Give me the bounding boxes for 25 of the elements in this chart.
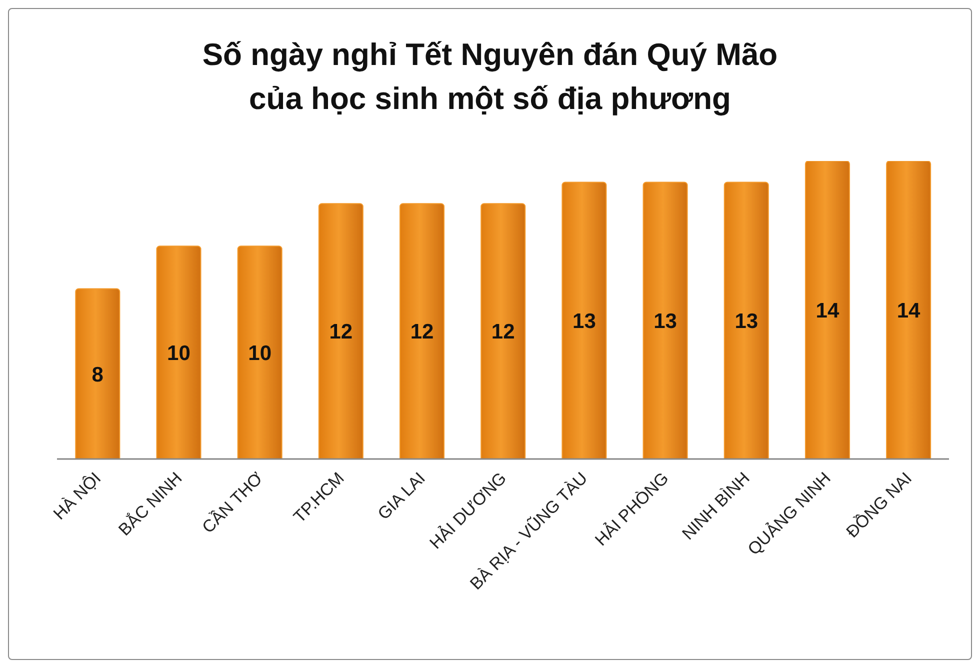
bar (237, 246, 282, 459)
x-tick-label: HÀ NỘI (50, 468, 105, 524)
bar (75, 288, 120, 459)
bar (724, 182, 769, 459)
data-label: 13 (734, 310, 758, 334)
data-label: 13 (654, 310, 677, 334)
data-label: 12 (410, 320, 434, 344)
data-label: 14 (896, 299, 921, 322)
bar (400, 203, 445, 459)
bar (318, 203, 364, 459)
data-label: 12 (329, 320, 353, 344)
x-tick-label: GIA LAI (374, 468, 429, 524)
data-label: 10 (167, 342, 190, 366)
bar (480, 203, 526, 459)
bar (804, 161, 850, 459)
data-label: 13 (572, 310, 596, 334)
chart-title: Số ngày nghỉ Tết Nguyên đán Quý Mão của học sinh một số địa phương (201, 36, 779, 118)
bar (156, 246, 202, 459)
data-label: 12 (491, 320, 515, 344)
bar (562, 182, 607, 459)
data-label: 8 (92, 363, 104, 386)
bar (886, 161, 932, 459)
bar (642, 182, 688, 459)
data-label: 14 (816, 299, 840, 322)
data-label: 10 (248, 342, 272, 366)
